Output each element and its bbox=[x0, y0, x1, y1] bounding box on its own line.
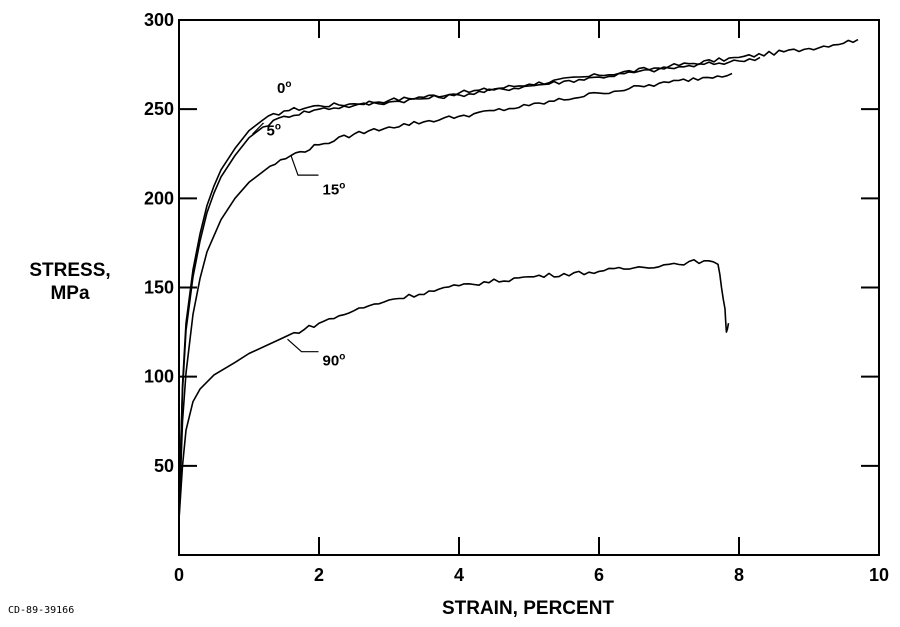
x-tick-label: 0 bbox=[174, 565, 184, 585]
x-tick-label: 8 bbox=[734, 565, 744, 585]
degree-mark: o bbox=[285, 79, 291, 90]
x-tick-label: 10 bbox=[869, 565, 889, 585]
series-layer bbox=[178, 38, 859, 520]
x-axis-ticks: 0 2 4 6 8 10 bbox=[174, 20, 889, 585]
series-label-leader bbox=[287, 338, 319, 353]
series-label-value: 90 bbox=[323, 353, 340, 370]
y-tick-label: 200 bbox=[144, 188, 174, 208]
series-label-5-deg: 5o bbox=[267, 122, 281, 140]
degree-mark: o bbox=[339, 180, 345, 191]
series-label-leader bbox=[290, 155, 319, 176]
degree-mark: o bbox=[339, 352, 345, 363]
y-tick-label: 50 bbox=[154, 456, 174, 476]
series-line-5-deg bbox=[178, 56, 761, 511]
x-tick-label: 4 bbox=[454, 565, 464, 585]
plot-frame bbox=[178, 19, 880, 556]
x-tick-label: 6 bbox=[594, 565, 604, 585]
series-label-value: 5 bbox=[267, 123, 275, 140]
series-label-value: 0 bbox=[277, 80, 285, 97]
series-label-15-deg: 15o bbox=[323, 180, 346, 198]
y-tick-label: 300 bbox=[144, 10, 174, 30]
y-tick-label: 100 bbox=[144, 367, 174, 387]
series-line-15-deg bbox=[178, 72, 733, 520]
figure-id: CD-89-39166 bbox=[8, 605, 74, 616]
y-axis-title-line2: MPa bbox=[50, 283, 90, 304]
y-tick-label: 250 bbox=[144, 99, 174, 119]
x-tick-label: 2 bbox=[314, 565, 324, 585]
series-line-90-deg bbox=[178, 258, 730, 520]
series-line-0-deg bbox=[178, 38, 859, 511]
series-label-0-deg: 0o bbox=[277, 79, 291, 97]
y-axis-title-line1: STRESS, bbox=[29, 260, 110, 281]
degree-mark: o bbox=[275, 122, 281, 133]
series-label-90-deg: 90o bbox=[323, 352, 346, 370]
series-label-leader bbox=[252, 122, 265, 135]
series-label-value: 15 bbox=[323, 181, 340, 198]
y-tick-label: 150 bbox=[144, 278, 174, 298]
x-axis-title: STRAIN, PERCENT bbox=[442, 598, 614, 619]
